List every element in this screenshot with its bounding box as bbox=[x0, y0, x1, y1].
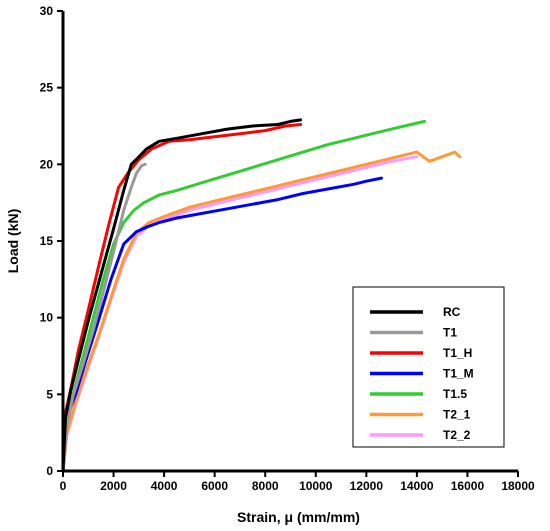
x-tick-label: 14000 bbox=[400, 479, 434, 493]
y-tick-label: 5 bbox=[46, 387, 53, 401]
series-line-t1-h bbox=[61, 123, 303, 473]
series-line-t1 bbox=[61, 162, 147, 473]
legend-items: RC T1 T1_H T1_M T1.5 T2_1 T2_2 bbox=[370, 305, 474, 442]
plot-area: 0 5 10 15 20 25 30 0 2000 4000 6000 8000 10000 12000… bbox=[40, 4, 535, 493]
y-tick-label: 10 bbox=[40, 311, 54, 325]
y-tick-label: 0 bbox=[46, 464, 53, 478]
x-tick-label: 2000 bbox=[100, 479, 127, 493]
legend: RC T1 T1_H T1_M T1.5 T2_1 T2_2 bbox=[352, 286, 505, 448]
x-tick-label: 8000 bbox=[252, 479, 279, 493]
series-line-t1-5 bbox=[61, 119, 426, 473]
legend-label: T1 bbox=[443, 326, 457, 340]
x-tick-label: 18000 bbox=[501, 479, 535, 493]
x-tick-label: 12000 bbox=[350, 479, 384, 493]
x-tick-label: 6000 bbox=[201, 479, 228, 493]
x-tick-label: 0 bbox=[60, 479, 67, 493]
y-tick-label: 30 bbox=[40, 4, 54, 18]
y-tick-label: 20 bbox=[40, 157, 54, 171]
y-tick-label: 25 bbox=[40, 81, 54, 95]
series-line-t2-1 bbox=[61, 150, 462, 473]
series-line-rc bbox=[61, 118, 303, 473]
legend-label: T1_H bbox=[443, 346, 472, 360]
x-axis-ticks: 0 2000 4000 6000 8000 10000 12000 14000 16000 180… bbox=[60, 471, 535, 493]
legend-label: T1.5 bbox=[443, 387, 467, 401]
y-tick-label: 15 bbox=[40, 234, 54, 248]
legend-label: RC bbox=[443, 305, 461, 319]
x-tick-label: 4000 bbox=[151, 479, 178, 493]
y-axis-ticks: 0 5 10 15 20 25 30 bbox=[40, 4, 63, 478]
series-layer bbox=[61, 118, 462, 473]
x-tick-label: 16000 bbox=[451, 479, 485, 493]
x-tick-label: 10000 bbox=[299, 479, 333, 493]
legend-label: T1_M bbox=[443, 367, 474, 381]
legend-label: T2_1 bbox=[443, 408, 471, 422]
x-axis-title: Strain, μ (mm/mm) bbox=[237, 509, 360, 525]
legend-label: T2_2 bbox=[443, 428, 471, 442]
y-axis-title: Load (kN) bbox=[5, 209, 21, 274]
series-line-t1-m bbox=[61, 176, 383, 473]
